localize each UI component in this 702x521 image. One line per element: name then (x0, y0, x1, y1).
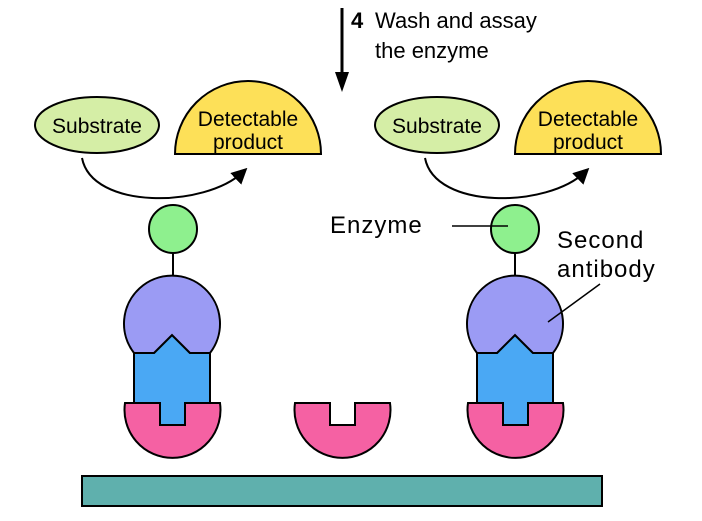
step-title-line1: Wash and assay (375, 8, 537, 33)
substrate-label: Substrate (392, 115, 482, 138)
detectable-product (173, 80, 323, 155)
left-stack: Substrate Detectable product (34, 80, 323, 459)
second-antibody (466, 274, 564, 354)
antigen (466, 402, 565, 459)
detectable-product (513, 80, 663, 155)
step-header: 4 Wash and assay the enzyme (335, 8, 537, 92)
second-antibody (123, 274, 221, 354)
right-stack: Substrate Detectable product Enzyme Seco… (330, 80, 663, 459)
enzyme (490, 204, 540, 254)
reaction-arrow (81, 157, 248, 200)
unbound-antigen (293, 402, 392, 459)
enzyme (148, 204, 198, 254)
enzyme-label: Enzyme (330, 212, 423, 239)
substrate (374, 96, 500, 154)
product-label-line2: product (553, 131, 623, 154)
product-label-line1: Detectable (538, 108, 638, 131)
reaction-arrow (424, 157, 590, 200)
second-antibody-label-line2: antibody (557, 256, 656, 283)
step-number: 4 (351, 8, 364, 33)
antigen (293, 402, 392, 459)
step-arrow-head (335, 72, 349, 92)
plate-surface (81, 475, 603, 507)
antigen (123, 402, 222, 459)
product-label-line2: product (213, 131, 283, 154)
second-antibody-label-line1: Second (557, 227, 644, 254)
substrate-label: Substrate (52, 115, 142, 138)
second-antibody-leader-line (547, 283, 601, 323)
product-label-line1: Detectable (198, 108, 298, 131)
step-title-line2: the enzyme (375, 38, 489, 63)
substrate (34, 96, 160, 154)
